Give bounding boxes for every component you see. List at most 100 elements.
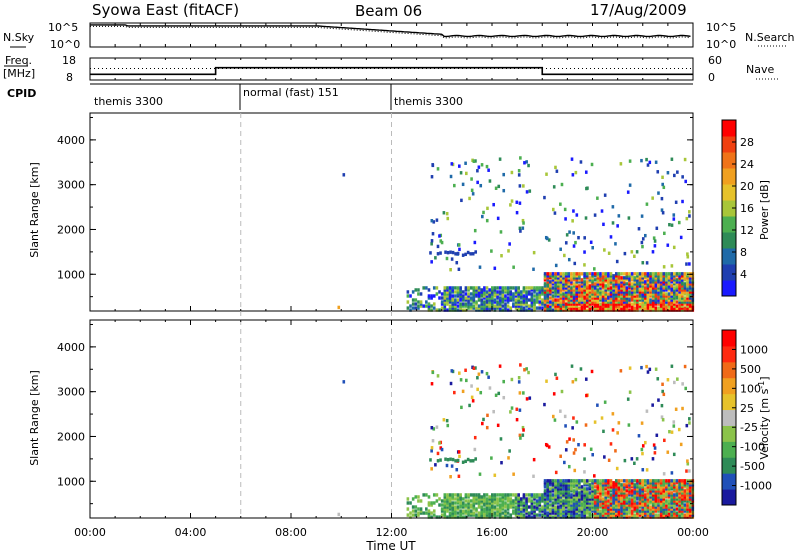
power-cell — [625, 300, 629, 304]
velocity-cell — [659, 483, 663, 487]
velocity-cell — [436, 451, 440, 456]
velocity-cell — [684, 386, 688, 391]
power-cell — [670, 288, 673, 292]
power-cell — [609, 278, 613, 282]
velocity-cell — [659, 491, 663, 495]
velocity-cell — [570, 479, 573, 483]
power-cell — [578, 286, 581, 290]
power-cell — [567, 302, 571, 306]
power-cell — [469, 302, 473, 306]
power-cell — [622, 290, 626, 294]
velocity-cell — [517, 501, 520, 505]
velocity-cell — [438, 503, 441, 507]
power-cell — [485, 292, 489, 296]
velocity-cell — [478, 472, 482, 476]
power-cell — [417, 300, 420, 304]
velocity-cell — [565, 440, 569, 444]
power-cell — [651, 196, 654, 200]
power-cell — [504, 294, 507, 298]
power-cell — [443, 308, 447, 312]
velocity-cell — [657, 481, 660, 485]
power-cell — [588, 278, 592, 282]
velocity-cell — [564, 485, 568, 489]
velocity-cell — [419, 499, 423, 503]
velocity-cell — [532, 457, 536, 462]
velocity-cell — [657, 491, 660, 495]
velocity-cell — [688, 505, 692, 509]
power-cell — [591, 288, 594, 292]
power-cell — [609, 274, 613, 278]
velocity-cell — [575, 420, 579, 424]
velocity-cell — [583, 481, 586, 485]
power-cell — [615, 259, 619, 264]
range-tick-label: 2000 — [57, 430, 85, 443]
power-cell — [649, 286, 652, 290]
velocity-cell — [572, 503, 576, 507]
power-cell — [588, 306, 592, 310]
power-cell — [580, 306, 584, 310]
velocity-cell — [683, 364, 687, 369]
velocity-cell — [649, 483, 652, 487]
velocity-cell — [475, 495, 478, 499]
power-cell — [604, 296, 608, 300]
power-cell — [588, 302, 592, 306]
velocity-cell — [644, 483, 647, 487]
velocity-cell — [451, 503, 455, 507]
velocity-cell — [559, 487, 563, 491]
velocity-cell — [567, 483, 571, 487]
velocity-cell — [417, 495, 420, 499]
power-cell — [651, 272, 655, 276]
power-cell — [673, 298, 676, 302]
velocity-cell — [530, 493, 534, 497]
power-cell — [556, 282, 560, 286]
power-cell — [667, 286, 671, 290]
power-cell — [570, 294, 573, 298]
power-cell — [591, 294, 594, 298]
velocity-cell — [459, 503, 462, 507]
power-cell — [438, 234, 441, 238]
velocity-cell — [662, 485, 666, 489]
power-cell — [457, 243, 461, 247]
velocity-cell — [451, 515, 455, 519]
power-cell — [599, 290, 602, 294]
velocity-cell — [440, 447, 444, 452]
power-cell — [638, 296, 642, 300]
power-cell — [570, 278, 573, 282]
velocity-cell — [483, 499, 486, 503]
power-cell — [488, 300, 491, 304]
power-cell — [430, 260, 433, 264]
velocity-cell — [469, 459, 472, 463]
velocity-cell — [580, 515, 584, 519]
velocity-cell — [686, 483, 689, 487]
power-cell — [535, 296, 539, 300]
velocity-cell — [654, 487, 658, 491]
power-cell — [485, 302, 489, 306]
power-cell — [515, 210, 519, 215]
power-cell — [504, 304, 507, 308]
power-cell — [588, 290, 592, 294]
range-tick-label: 1000 — [57, 268, 85, 281]
velocity-cell — [519, 363, 522, 367]
velocity-cell — [636, 485, 639, 489]
power-cell — [477, 308, 481, 312]
velocity-cell — [666, 378, 670, 382]
velocity-cell — [435, 515, 439, 519]
power-cell — [673, 173, 676, 178]
velocity-cell — [485, 503, 489, 507]
power-cell — [564, 241, 568, 245]
power-cell — [630, 288, 634, 292]
power-cell — [567, 284, 571, 288]
power-cell — [659, 294, 663, 298]
velocity-cell — [646, 479, 650, 483]
velocity-cell — [625, 485, 629, 489]
velocity-cell — [411, 505, 415, 509]
power-cell — [506, 286, 510, 290]
velocity-cell — [675, 485, 679, 489]
velocity-cell — [564, 515, 568, 519]
velocity-cell — [638, 509, 642, 513]
velocity-cell — [554, 509, 557, 513]
power-cell — [593, 308, 597, 312]
power-cell — [680, 296, 684, 300]
velocity-cell — [607, 489, 610, 493]
